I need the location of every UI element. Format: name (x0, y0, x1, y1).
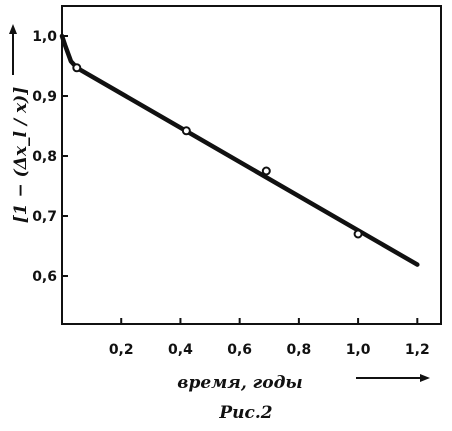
series-points (72, 63, 363, 239)
x-tick-label: 0,4 (168, 342, 193, 358)
data-point (181, 126, 191, 136)
y-axis-label: [1 − (Δx_l / x)] (11, 87, 31, 224)
data-point (72, 63, 82, 73)
y-axis-arrow (9, 24, 17, 75)
y-tick-label: 0,8 (32, 149, 57, 165)
x-tick-label: 0,2 (109, 342, 134, 358)
y-tick-label: 0,6 (32, 269, 57, 285)
figure-caption: Рис.2 (218, 403, 272, 423)
x-axis-arrow (356, 374, 430, 382)
x-axis-ticks: 0,2 0,4 0,6 0,8 1,0 1,2 (109, 318, 430, 358)
x-tick-label: 1,0 (346, 342, 371, 358)
x-tick-label: 0,8 (286, 342, 311, 358)
x-tick-label: 1,2 (405, 342, 430, 358)
y-tick-label: 1,0 (32, 29, 57, 45)
plot-frame (61, 5, 442, 325)
data-point (261, 166, 271, 176)
y-axis-ticks: 1,0 0,9 0,8 0,7 0,6 (32, 29, 68, 285)
y-axis-label-text: [1 − (Δx_l / x)] (11, 87, 31, 224)
x-axis-label: время, годы (177, 373, 302, 393)
y-tick-label: 0,9 (32, 89, 57, 105)
x-tick-label: 0,6 (227, 342, 252, 358)
y-tick-label: 0,7 (32, 209, 57, 225)
series-line (59, 33, 420, 267)
data-point (353, 229, 363, 239)
